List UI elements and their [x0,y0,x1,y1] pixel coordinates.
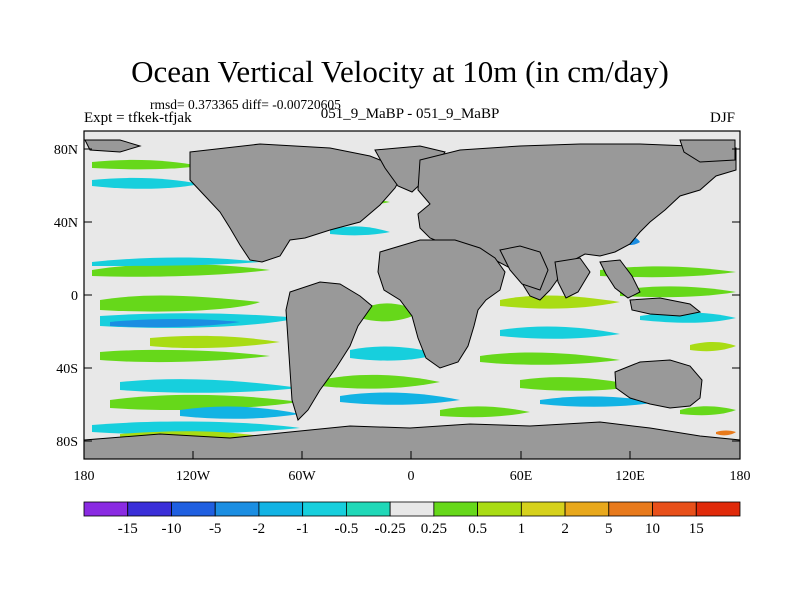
velocity-region [350,346,440,361]
colorbar-swatch [652,501,697,517]
velocity-region [680,406,736,416]
velocity-region [500,326,620,339]
landmass-arabia [499,245,549,291]
landmass-arctic-islands [84,139,142,153]
velocity-region [92,159,200,170]
velocity-region [110,394,300,410]
velocity-region [716,430,736,436]
y-tick-label: 40N [54,216,78,231]
colorbar-swatch [171,501,216,517]
colorbar-swatch [258,501,304,517]
velocity-region [340,392,460,405]
velocity-region [120,379,300,393]
colorbar-swatch [433,501,479,517]
colorbar-label: -0.25 [375,521,406,537]
colorbar-swatch [127,501,172,517]
velocity-region [440,406,530,418]
colorbar-swatch [83,501,129,517]
velocity-region [100,295,260,312]
velocity-region [180,406,300,419]
colorbar-label: -5 [209,521,222,537]
colorbar [83,501,741,517]
velocity-region [330,226,390,236]
colorbar-label: 0.5 [468,521,487,537]
land-layer [83,139,741,460]
velocity-region [360,303,420,322]
y-tick-label: 0 [71,289,78,304]
velocity-region [690,342,736,352]
colorbar-swatch [389,501,435,517]
landmass-africa [377,239,506,369]
colorbar-swatch [520,501,566,517]
colorbar-label: 10 [645,521,660,537]
landmass-southeast-asia [599,259,641,299]
velocity-region [110,319,240,328]
velocity-region [100,349,270,363]
colorbar-swatch [345,501,391,517]
velocity-region [320,374,440,389]
colorbar-label: -15 [118,521,138,537]
season-label: DJF [710,110,736,126]
map-title: Ocean Vertical Velocity at 10m (in cm/da… [131,54,669,89]
landmass-indonesia [629,297,702,317]
runs-label: 051_9_MaBP - 051_9_MaBP [320,106,500,122]
y-tick-label: 40S [56,362,78,377]
colorbar-label: 15 [689,521,704,537]
x-tick-label: 120W [176,469,211,484]
statistics-text: rmsd= 0.373365 diff= -0.00720605 [150,97,341,112]
velocity-region [150,335,280,349]
colorbar-swatch [214,501,260,517]
colorbar-swatch [695,501,741,517]
colorbar-label: 1 [518,521,526,537]
velocity-region [92,257,260,266]
landmass-south-america [285,281,373,421]
colorbar-labels: -15 -10 -5 -2 -1 -0.5 -0.25 0.25 0.5 1 2 5 10 15 [118,521,704,537]
landmass-australia [614,359,703,409]
velocity-region [92,264,270,277]
landmass-north-america [189,143,406,263]
x-tick-label: 120E [615,469,645,484]
colorbar-swatch [477,501,522,517]
colorbar-label: -10 [161,521,181,537]
colorbar-swatch [564,501,610,517]
velocity-region [92,177,200,189]
colorbar-label: -0.5 [335,521,359,537]
colorbar-label: 5 [605,521,613,537]
y-tick-label: 80S [56,435,78,450]
colorbar-label: 0.25 [421,521,447,537]
landmass-india [554,257,591,299]
y-axis-labels: 80N 40N 0 40S 80S [54,143,78,450]
velocity-region [500,295,620,309]
x-axis-labels: 180 120W 60W 0 60E 120E 180 [74,469,751,484]
colorbar-label: -1 [296,521,309,537]
colorbar-label: -2 [253,521,266,537]
velocity-region [600,266,736,278]
experiment-label: Expt = tfkek-tfjak [84,110,192,126]
x-tick-label: 60W [288,469,316,484]
velocity-field-layer [92,147,736,441]
colorbar-label: 2 [561,521,569,537]
x-tick-label: 180 [74,469,95,484]
colorbar-swatch [302,501,347,517]
x-tick-label: 180 [730,469,751,484]
velocity-region [540,396,660,407]
colorbar-swatch [608,501,653,517]
velocity-region [620,286,736,298]
y-tick-label: 80N [54,143,78,158]
landmass-svalbard [679,139,736,163]
map-ticks [84,148,740,459]
velocity-region [480,352,620,365]
x-tick-label: 60E [510,469,533,484]
velocity-region [92,421,300,435]
velocity-region [520,377,640,391]
x-tick-label: 0 [408,469,415,484]
